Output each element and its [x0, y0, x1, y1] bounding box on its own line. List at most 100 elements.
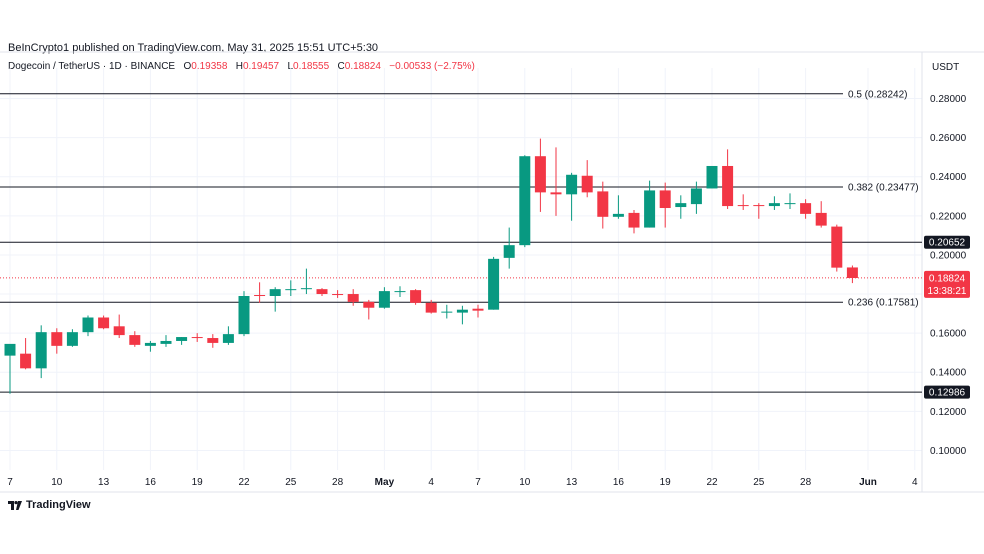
candle-body[interactable]	[456, 309, 468, 313]
candle-body[interactable]	[737, 205, 749, 207]
current-price-tag	[924, 270, 970, 298]
x-tick-label: 13	[98, 477, 110, 488]
fib-level-label: 0.236 (0.17581)	[848, 298, 919, 309]
candle-body[interactable]	[254, 295, 266, 297]
symbol-legend: Dogecoin / TetherUS · 1D · BINANCE O0.19…	[8, 61, 475, 72]
candle-body[interactable]	[35, 332, 47, 369]
candle-body[interactable]	[176, 337, 188, 341]
currency-label[interactable]: USDT	[932, 62, 960, 73]
tradingview-logo-icon	[8, 500, 22, 510]
candle-body[interactable]	[410, 290, 422, 303]
candle-body[interactable]	[644, 190, 656, 228]
y-tick-label: 0.14000	[930, 368, 967, 379]
candle-body[interactable]	[269, 289, 281, 296]
candle-body[interactable]	[472, 308, 484, 311]
price-tag-label: 0.20652	[929, 238, 966, 249]
candle-body[interactable]	[144, 342, 156, 346]
price-tag	[924, 385, 970, 399]
x-tick-label: 19	[192, 477, 204, 488]
candle-countdown: 13:38:21	[928, 286, 967, 297]
candle-body[interactable]	[66, 332, 78, 346]
low-label: L	[287, 61, 294, 72]
x-tick-label: 16	[145, 477, 157, 488]
candle-body[interactable]	[815, 212, 827, 226]
x-tick-label: 25	[753, 477, 765, 488]
x-tick-label: 16	[613, 477, 625, 488]
candle-body[interactable]	[51, 332, 63, 346]
x-tick-label: 28	[332, 477, 344, 488]
candle-body[interactable]	[394, 291, 406, 293]
y-tick-label: 0.12000	[930, 407, 967, 418]
y-tick-label: 0.16000	[930, 329, 967, 340]
x-tick-label: 7	[475, 477, 481, 488]
close-value: 0.18824	[344, 61, 381, 72]
x-tick-label: May	[375, 477, 395, 488]
x-tick-label: 4	[912, 477, 918, 488]
y-tick-label: 0.26000	[930, 133, 967, 144]
candle-body[interactable]	[784, 203, 796, 205]
change-value: −0.00533 (−2.75%)	[389, 61, 475, 72]
candle-body[interactable]	[846, 267, 858, 279]
candle-body[interactable]	[4, 343, 16, 356]
candle-body[interactable]	[129, 335, 141, 345]
candle-body[interactable]	[690, 188, 702, 205]
candle-body[interactable]	[612, 213, 624, 217]
candle-body[interactable]	[425, 302, 437, 313]
candle-body[interactable]	[597, 191, 609, 217]
candle-body[interactable]	[191, 337, 203, 339]
candle-body[interactable]	[82, 317, 94, 333]
high-value: 0.19457	[242, 61, 280, 72]
candle-body[interactable]	[706, 165, 718, 189]
fib-level-label: 0.5 (0.28242)	[848, 89, 908, 100]
publish-info: BeInCrypto1 published on TradingView.com…	[8, 42, 379, 54]
x-tick-label: 10	[51, 477, 63, 488]
x-tick-label: 13	[566, 477, 578, 488]
y-tick-label: 0.10000	[930, 446, 967, 457]
x-tick-label: Jun	[859, 477, 877, 488]
candle-body[interactable]	[628, 212, 640, 228]
brand-label: TradingView	[26, 499, 91, 511]
candle-body[interactable]	[675, 203, 687, 208]
candle-body[interactable]	[768, 203, 780, 207]
candle-body[interactable]	[98, 317, 110, 329]
open-value: 0.19358	[191, 61, 228, 72]
candle-body[interactable]	[550, 192, 562, 195]
candle-body[interactable]	[831, 226, 843, 268]
candle-body[interactable]	[285, 289, 297, 291]
candle-body[interactable]	[300, 288, 312, 290]
candle-body[interactable]	[160, 340, 172, 344]
fib-level-label: 0.382 (0.23477)	[848, 182, 919, 193]
candle-body[interactable]	[113, 326, 125, 336]
y-tick-label: 0.20000	[930, 250, 967, 261]
candle-body[interactable]	[488, 258, 500, 310]
y-tick-label: 0.22000	[930, 211, 967, 222]
symbol-title[interactable]: Dogecoin / TetherUS · 1D · BINANCE	[8, 61, 176, 72]
candle-body[interactable]	[722, 165, 734, 207]
price-tag-label: 0.12986	[929, 388, 966, 399]
candle-body[interactable]	[753, 205, 765, 207]
candle-body[interactable]	[800, 203, 812, 214]
candle-body[interactable]	[238, 295, 250, 335]
candle-body[interactable]	[519, 156, 531, 246]
x-tick-label: 7	[7, 477, 13, 488]
candle-body[interactable]	[332, 294, 344, 296]
candle-body[interactable]	[347, 294, 359, 302]
x-tick-label: 4	[428, 477, 434, 488]
tradingview-brand[interactable]: TradingView	[8, 499, 91, 511]
x-tick-label: 25	[285, 477, 297, 488]
candle-body[interactable]	[316, 289, 328, 295]
candle-body[interactable]	[441, 311, 453, 313]
price-tag	[924, 235, 970, 249]
candle-body[interactable]	[378, 291, 390, 308]
candle-body[interactable]	[566, 174, 578, 195]
candle-body[interactable]	[207, 338, 219, 343]
candle-body[interactable]	[503, 245, 515, 258]
candle-body[interactable]	[222, 334, 234, 343]
candle-body[interactable]	[363, 301, 375, 308]
candle-body[interactable]	[534, 156, 546, 193]
candle-body[interactable]	[581, 175, 593, 193]
x-tick-label: 19	[660, 477, 672, 488]
candle-body[interactable]	[659, 190, 671, 209]
candle-body[interactable]	[20, 353, 32, 369]
